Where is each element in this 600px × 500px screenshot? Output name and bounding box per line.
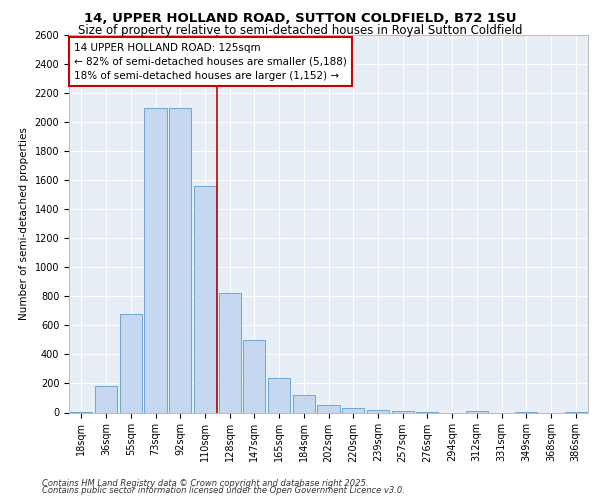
Bar [293, 395, 315, 412]
Bar [145, 108, 167, 412]
Bar [194, 186, 216, 412]
Text: Contains HM Land Registry data © Crown copyright and database right 2025.: Contains HM Land Registry data © Crown c… [42, 478, 368, 488]
Bar [243, 340, 265, 412]
Bar [342, 408, 364, 412]
Bar [268, 378, 290, 412]
Text: 14 UPPER HOLLAND ROAD: 125sqm
← 82% of semi-detached houses are smaller (5,188)
: 14 UPPER HOLLAND ROAD: 125sqm ← 82% of s… [74, 42, 347, 80]
Bar [367, 410, 389, 412]
Text: 14, UPPER HOLLAND ROAD, SUTTON COLDFIELD, B72 1SU: 14, UPPER HOLLAND ROAD, SUTTON COLDFIELD… [84, 12, 516, 26]
Y-axis label: Number of semi-detached properties: Number of semi-detached properties [19, 128, 29, 320]
Bar [218, 294, 241, 412]
Bar [119, 314, 142, 412]
Bar [95, 386, 117, 412]
Bar [317, 404, 340, 412]
Text: Contains public sector information licensed under the Open Government Licence v3: Contains public sector information licen… [42, 486, 405, 495]
Text: Size of property relative to semi-detached houses in Royal Sutton Coldfield: Size of property relative to semi-detach… [78, 24, 522, 37]
Bar [169, 108, 191, 412]
Bar [466, 411, 488, 412]
